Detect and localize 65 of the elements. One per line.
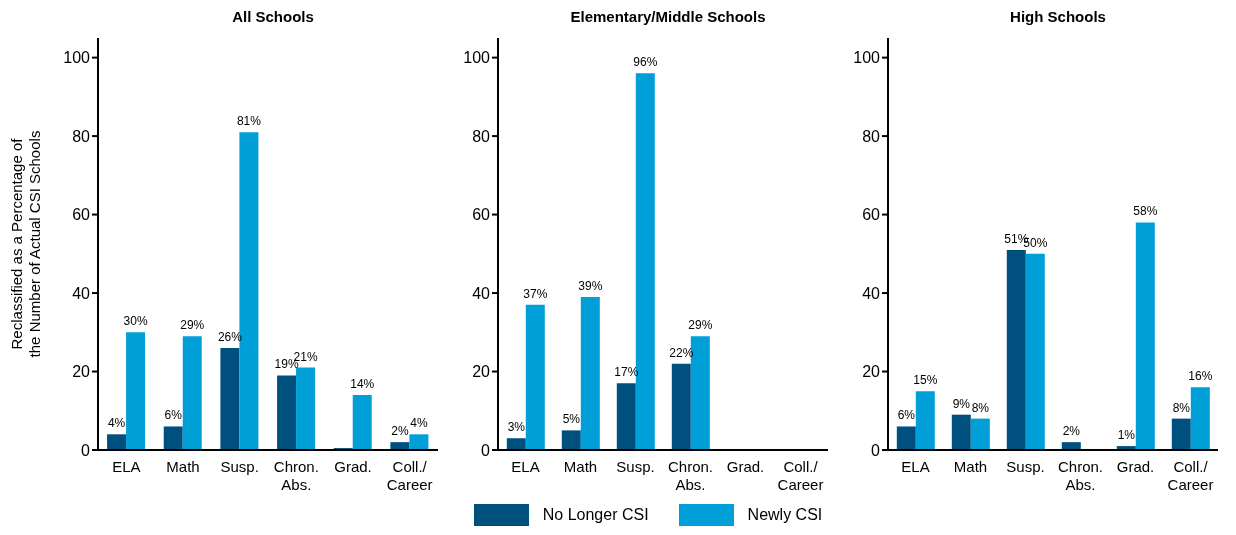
data-label: 15% [913,373,938,388]
x-tick-label: Math [563,458,598,475]
y-tick-label: 20 [862,363,881,381]
x-tick-label: Coll./ Career [1167,458,1214,493]
data-label: 29% [688,318,713,333]
y-tick-label: 60 [862,206,881,224]
y-tick-label: 40 [72,284,91,302]
data-label: 14% [350,377,375,392]
data-label: 37% [523,286,548,301]
data-label: 39% [578,278,603,293]
data-label: 96% [633,55,658,70]
y-tick-label: 100 [853,49,881,67]
y-tick-label: 0 [81,441,91,459]
data-label: 1% [1117,428,1136,443]
y-tick-label: 60 [472,206,491,224]
data-label: 4% [410,416,428,431]
data-label: 2% [1062,424,1081,439]
x-tick-label: Coll./ Career [386,458,433,493]
chart-title: High Schools [1009,8,1107,27]
data-label: 29% [180,318,205,333]
data-label: 9% [952,396,971,411]
y-axis-title: Reclassified as a Percentage of the Number of Actual CSI Schools [8,130,43,358]
data-label: 16% [1188,369,1213,384]
data-label: 30% [123,314,148,329]
x-tick-label: ELA [511,458,540,475]
x-tick-label: Math [953,458,988,475]
data-label: 4% [107,416,126,431]
y-tick-label: 80 [862,127,881,145]
x-tick-label: Susp. [1006,458,1045,475]
data-label: 5% [562,412,581,427]
x-tick-label: ELA [112,458,141,475]
data-label: 58% [1133,204,1158,219]
chart-title: All Schools [231,8,315,27]
data-label: 2% [391,424,409,439]
data-label: 6% [897,408,916,423]
y-tick-label: 80 [472,127,491,145]
chart-title: Elementary/Middle Schools [569,8,767,27]
x-tick-label: Chron. Abs. [667,458,714,493]
x-tick-label: Grad. [726,458,765,475]
x-tick-label: Grad. [1116,458,1155,475]
y-tick-label: 80 [72,127,91,145]
data-label: 3% [507,420,526,435]
data-label: 8% [971,400,990,415]
x-tick-label: ELA [901,458,930,475]
y-tick-label: 40 [472,284,491,302]
data-label: 8% [1172,400,1191,415]
y-tick-label: 60 [72,206,91,224]
legend-label: Newly CSI [747,506,823,524]
x-tick-label: Chron. Abs. [273,458,319,493]
data-label: 6% [164,408,183,423]
legend-label: No Longer CSI [542,506,649,524]
y-tick-label: 100 [63,49,91,67]
y-tick-label: 20 [472,363,491,381]
x-tick-label: Susp. [220,458,259,475]
data-label: 81% [236,114,262,129]
x-tick-label: Coll./ Career [777,458,824,493]
y-tick-label: 20 [72,363,91,381]
y-tick-label: 0 [871,441,881,459]
y-tick-label: 100 [463,49,491,67]
x-tick-label: Math [166,458,200,475]
x-tick-label: Chron. Abs. [1057,458,1104,493]
x-tick-label: Susp. [616,458,655,475]
y-tick-label: 0 [481,441,491,459]
x-tick-label: Grad. [334,458,372,475]
y-tick-label: 40 [862,284,881,302]
